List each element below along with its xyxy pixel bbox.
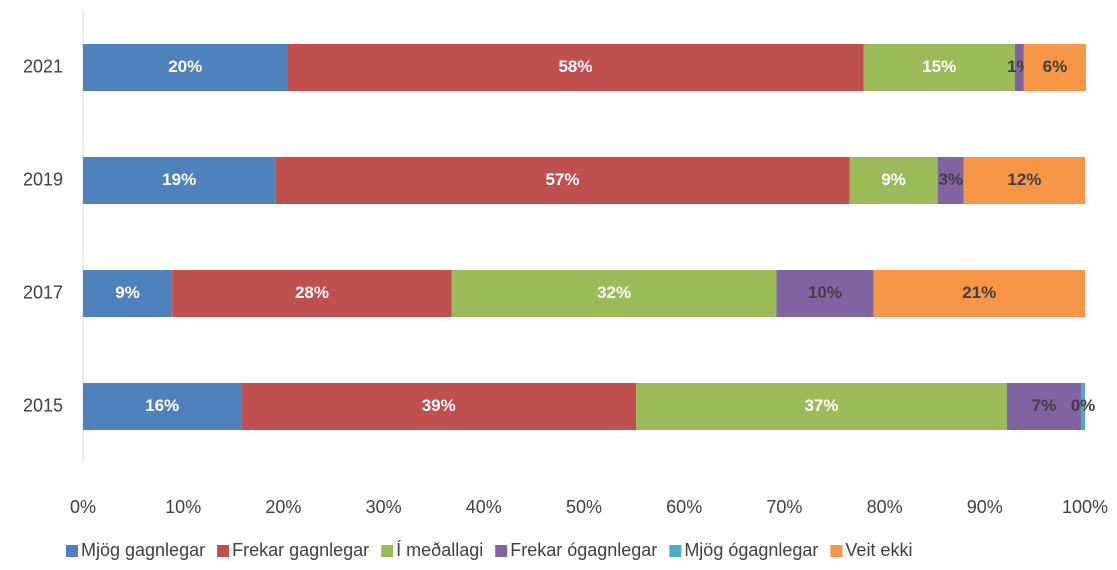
x-tick-label: 0% — [70, 497, 96, 517]
data-label: 12% — [1007, 170, 1041, 189]
data-label: 6% — [1043, 57, 1068, 76]
bar-segment — [83, 157, 276, 204]
data-label: 21% — [962, 283, 996, 302]
legend-label: Veit ekki — [845, 540, 912, 560]
bar-segment — [172, 270, 452, 317]
bar-segment — [1023, 44, 1087, 91]
bar-segment — [849, 157, 938, 204]
bar-segment — [1080, 383, 1085, 430]
legend-label: Mjög ógagnlegar — [684, 540, 818, 560]
data-label: 20% — [168, 57, 202, 76]
x-tick-label: 100% — [1062, 497, 1108, 517]
x-tick-label: 80% — [867, 497, 903, 517]
legend-swatch — [217, 545, 230, 557]
x-tick-label: 40% — [466, 497, 502, 517]
legend-swatch — [669, 545, 682, 557]
y-tick-label: 2015 — [23, 395, 63, 415]
bar-segment — [636, 383, 1007, 430]
data-label: 7% — [1032, 396, 1057, 415]
data-label: 19% — [162, 170, 196, 189]
data-label: 10% — [808, 283, 842, 302]
bar-segment — [863, 44, 1015, 91]
data-label: 58% — [558, 57, 592, 76]
bar-segment — [776, 270, 874, 317]
y-tick-label: 2017 — [23, 282, 63, 302]
bar-segment — [275, 157, 850, 204]
data-label: 9% — [881, 170, 906, 189]
data-label: 9% — [115, 283, 140, 302]
bar-segment — [241, 383, 637, 430]
x-tick-label: 70% — [766, 497, 802, 517]
legend-label: Frekar gagnlegar — [232, 540, 369, 560]
bar-segment — [83, 383, 242, 430]
legend-label: Frekar ógagnlegar — [510, 540, 657, 560]
bar-segment — [451, 270, 777, 317]
data-label: 32% — [597, 283, 631, 302]
data-label: 39% — [422, 396, 456, 415]
bar-segment — [83, 270, 173, 317]
data-label: 0% — [1071, 396, 1096, 415]
bar-segment — [83, 44, 288, 91]
legend-swatch — [381, 545, 394, 557]
x-tick-label: 50% — [566, 497, 602, 517]
x-tick-label: 60% — [666, 497, 702, 517]
bar-segment — [873, 270, 1085, 317]
bar-segment — [937, 157, 964, 204]
data-label: 37% — [804, 396, 838, 415]
bar-segment — [1014, 44, 1024, 91]
data-label: 57% — [545, 170, 579, 189]
x-tick-label: 90% — [967, 497, 1003, 517]
data-label: 15% — [922, 57, 956, 76]
x-tick-label: 10% — [165, 497, 201, 517]
bar-segment — [287, 44, 864, 91]
data-label: 28% — [295, 283, 329, 302]
x-tick-label: 20% — [265, 497, 301, 517]
y-tick-label: 2019 — [23, 169, 63, 189]
data-label: 3% — [938, 170, 963, 189]
data-label: 16% — [145, 396, 179, 415]
legend-label: Mjög gagnlegar — [81, 540, 205, 560]
legend-swatch — [66, 545, 78, 557]
legend-swatch — [495, 545, 508, 557]
bar-segment — [1006, 383, 1081, 430]
bar-segment — [963, 157, 1085, 204]
y-tick-label: 2021 — [23, 56, 63, 76]
x-tick-label: 30% — [366, 497, 402, 517]
legend-swatch — [830, 545, 843, 557]
legend-label: Í meðallagi — [396, 540, 483, 560]
